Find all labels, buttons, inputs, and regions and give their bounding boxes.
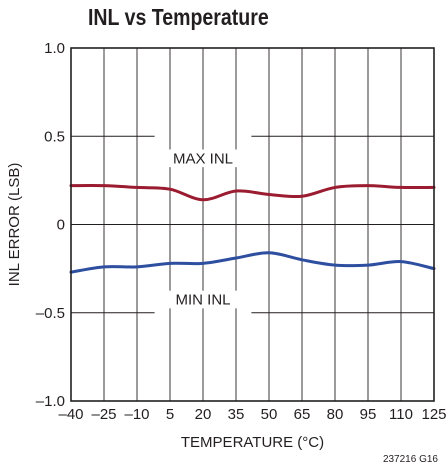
y-axis-label: INL ERROR (LSB) [6, 163, 23, 287]
tick-labels: –40 –25 –10 5 20 35 50 65 80 95 110 1251.00.50–0.5–… [36, 40, 447, 423]
max-inl-line [71, 186, 434, 200]
x-tick-label: –10 [124, 406, 149, 423]
x-axis-label: TEMPERATURE (°C) [181, 434, 324, 451]
y-tick-label: –0.5 [36, 305, 65, 322]
min-inl-label: MIN INL [175, 292, 230, 309]
grid [71, 48, 434, 401]
figure-code: 237216 G16 [383, 454, 438, 465]
x-tick-label: 95 [360, 406, 377, 423]
series-lines [71, 186, 434, 273]
y-tick-label: 1.0 [44, 40, 65, 57]
x-tick-label: 35 [228, 406, 245, 423]
x-tick-label: 50 [261, 406, 278, 423]
x-tick-label: 65 [294, 406, 311, 423]
y-tick-label: 0.5 [44, 128, 65, 145]
y-tick-label: 0 [57, 217, 65, 234]
x-tick-label: 125 [421, 406, 446, 423]
y-tick-label: –1.0 [36, 393, 65, 410]
x-tick-label: 20 [195, 406, 212, 423]
max-inl-label: MAX INL [173, 150, 233, 167]
x-tick-label: –25 [91, 406, 116, 423]
min-inl-line [71, 253, 434, 272]
x-tick-label: 5 [166, 406, 174, 423]
x-tick-label: 80 [327, 406, 344, 423]
x-tick-label: 110 [389, 406, 413, 423]
